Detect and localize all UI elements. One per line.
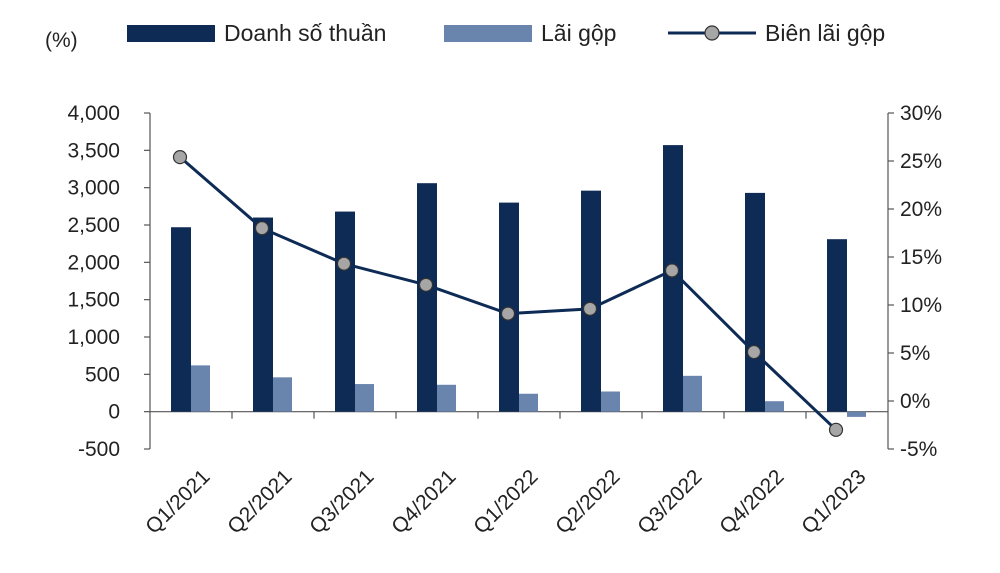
axes: -500 0 500 1,000 1,500 2,000 2,500 3,000 3,500 4,… [67, 102, 942, 461]
bar-net-sales [335, 211, 355, 412]
margin-point [172, 150, 188, 165]
right-tick-label: 0% [900, 390, 930, 413]
legend-label-gross-profit: Lãi gộp [541, 20, 616, 46]
bar-gross-profit [437, 384, 456, 412]
margin-point [336, 256, 352, 271]
left-tick-label: 2,000 [67, 251, 120, 274]
legend-swatch-gross-profit [444, 25, 532, 42]
right-tick-label: 20% [900, 198, 942, 221]
bar-net-sales [171, 227, 191, 412]
bar-gross-profit [683, 375, 702, 412]
x-tick-label: Q3/2021 [305, 465, 378, 538]
x-tick-label: Q2/2021 [223, 465, 296, 538]
bar-net-sales [745, 192, 765, 412]
bar-gross-profit [355, 384, 374, 412]
x-tick-labels: Q1/2021 Q2/2021 Q3/2021 Q4/2021 Q1/2022 Q2/20… [141, 465, 870, 538]
margin-line [172, 150, 844, 437]
margin-point [500, 306, 516, 321]
margin-point [828, 422, 844, 437]
legend-swatch-net-sales [127, 25, 215, 42]
x-tick-label: Q1/2021 [141, 465, 214, 538]
left-tick-label: -500 [78, 438, 120, 461]
bar-net-sales [827, 239, 847, 412]
legend: Doanh số thuần Lãi gộp Biên lãi gộp [127, 20, 885, 46]
legend-label-net-sales: Doanh số thuần [224, 20, 386, 46]
x-tick-label: Q1/2022 [469, 465, 542, 538]
right-tick-label: 15% [900, 246, 942, 269]
margin-point [664, 263, 680, 278]
left-tick-label: 1,000 [67, 326, 120, 349]
bar-gross-profit [601, 391, 620, 412]
right-tick-label: 5% [900, 342, 930, 365]
bar-gross-profit [519, 393, 538, 412]
x-tick-label: Q4/2022 [715, 465, 788, 538]
left-tick-label: 500 [85, 363, 120, 386]
margin-point [418, 277, 434, 292]
margin-point [746, 344, 762, 360]
bar-net-sales [253, 217, 273, 412]
bar-gross-profit [765, 401, 784, 412]
right-tick-label: 30% [900, 102, 942, 125]
x-tick-label: Q3/2022 [633, 465, 706, 538]
margin-point [254, 221, 270, 236]
unit-label: (%) [45, 29, 78, 52]
bars [171, 145, 866, 417]
right-tick-label: 25% [900, 150, 942, 173]
left-tick-label: 1,500 [67, 289, 120, 312]
left-tick-label: 3,500 [67, 139, 120, 162]
bar-gross-profit [191, 365, 210, 412]
legend-label-margin: Biên lãi gộp [765, 20, 885, 46]
left-tick-label: 2,500 [67, 214, 120, 237]
right-tick-label: -5% [900, 438, 937, 461]
left-tick-label: 3,000 [67, 177, 120, 200]
left-tick-label: 0 [108, 401, 120, 424]
left-tick-label: 4,000 [67, 102, 120, 125]
legend-marker-margin [704, 25, 720, 41]
bar-gross-profit [847, 411, 866, 417]
right-tick-label: 10% [900, 294, 942, 317]
x-tick-label: Q1/2023 [797, 465, 870, 538]
x-tick-label: Q4/2021 [387, 465, 460, 538]
x-tick-label: Q2/2022 [551, 465, 624, 538]
margin-point [582, 301, 598, 316]
bar-net-sales [417, 183, 437, 412]
bar-gross-profit [273, 377, 292, 412]
bar-net-sales [581, 190, 601, 412]
bar-net-sales [663, 145, 683, 412]
